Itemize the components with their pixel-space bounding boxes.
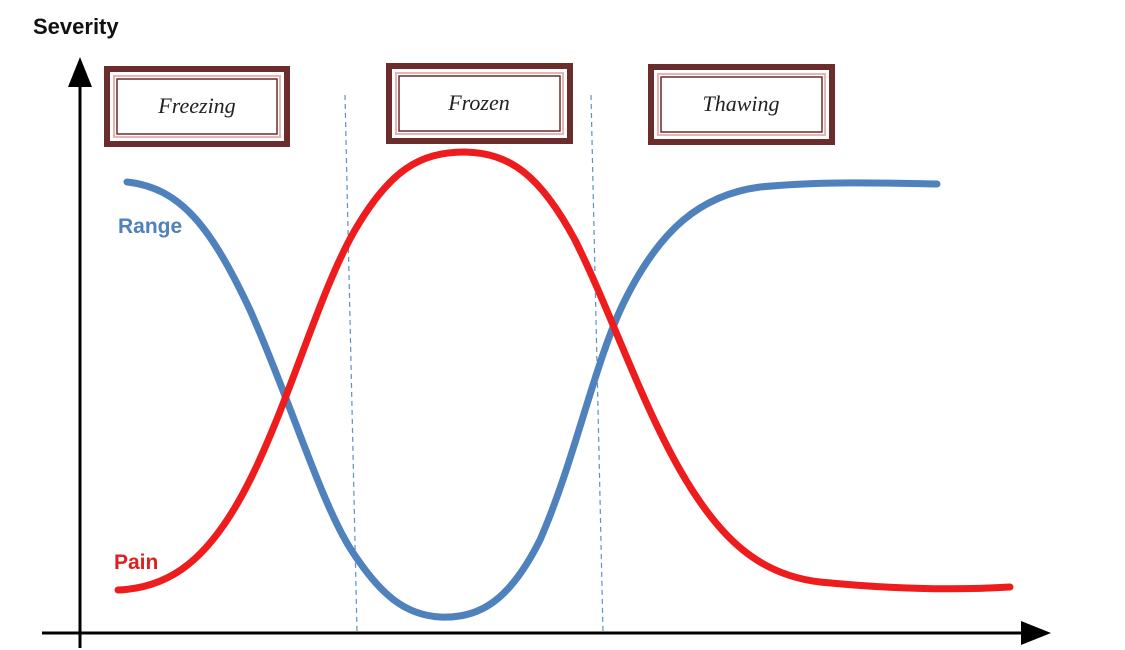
pain-curve bbox=[114, 148, 1014, 594]
y-axis-label: Severity bbox=[33, 14, 119, 39]
phase-box-freezing: Freezing bbox=[104, 66, 290, 147]
phase-label-frozen: Frozen bbox=[447, 90, 510, 115]
phase-label-freezing: Freezing bbox=[157, 93, 235, 118]
range-label: Range bbox=[118, 215, 182, 238]
phase-box-frozen: Frozen bbox=[386, 63, 573, 144]
range-curve bbox=[123, 178, 941, 621]
phase-label-thawing: Thawing bbox=[702, 91, 779, 116]
pain-label: Pain bbox=[114, 551, 158, 574]
phase-box-thawing: Thawing bbox=[648, 64, 835, 145]
